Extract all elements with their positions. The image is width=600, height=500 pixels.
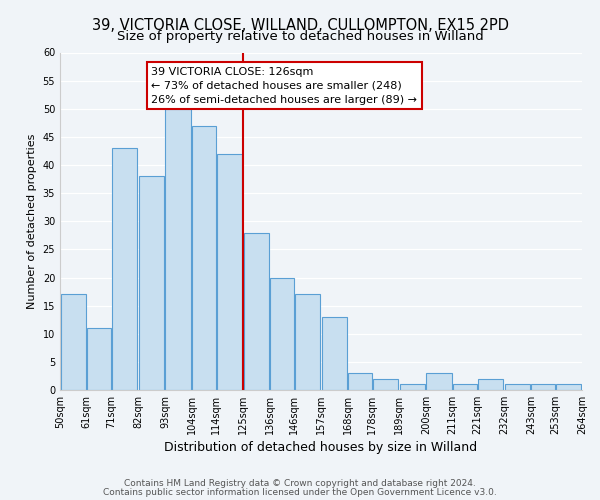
Bar	[400, 384, 425, 390]
Y-axis label: Number of detached properties: Number of detached properties	[27, 134, 37, 309]
Bar	[454, 384, 476, 390]
Text: Contains public sector information licensed under the Open Government Licence v3: Contains public sector information licen…	[103, 488, 497, 497]
Bar	[532, 384, 554, 390]
Bar	[478, 379, 503, 390]
Bar	[322, 317, 347, 390]
Bar	[295, 294, 320, 390]
Bar	[139, 176, 164, 390]
Bar	[88, 328, 110, 390]
X-axis label: Distribution of detached houses by size in Willand: Distribution of detached houses by size …	[164, 441, 478, 454]
Bar	[61, 294, 86, 390]
Bar	[271, 278, 293, 390]
Bar	[193, 126, 215, 390]
Bar	[166, 109, 191, 390]
Bar	[112, 148, 137, 390]
Text: Size of property relative to detached houses in Willand: Size of property relative to detached ho…	[116, 30, 484, 43]
Bar	[556, 384, 581, 390]
Bar	[244, 232, 269, 390]
Bar	[373, 379, 398, 390]
Bar	[349, 373, 371, 390]
Bar	[505, 384, 530, 390]
Text: 39, VICTORIA CLOSE, WILLAND, CULLOMPTON, EX15 2PD: 39, VICTORIA CLOSE, WILLAND, CULLOMPTON,…	[91, 18, 509, 32]
Text: Contains HM Land Registry data © Crown copyright and database right 2024.: Contains HM Land Registry data © Crown c…	[124, 479, 476, 488]
Bar	[217, 154, 242, 390]
Bar	[427, 373, 452, 390]
Text: 39 VICTORIA CLOSE: 126sqm
← 73% of detached houses are smaller (248)
26% of semi: 39 VICTORIA CLOSE: 126sqm ← 73% of detac…	[151, 66, 418, 104]
